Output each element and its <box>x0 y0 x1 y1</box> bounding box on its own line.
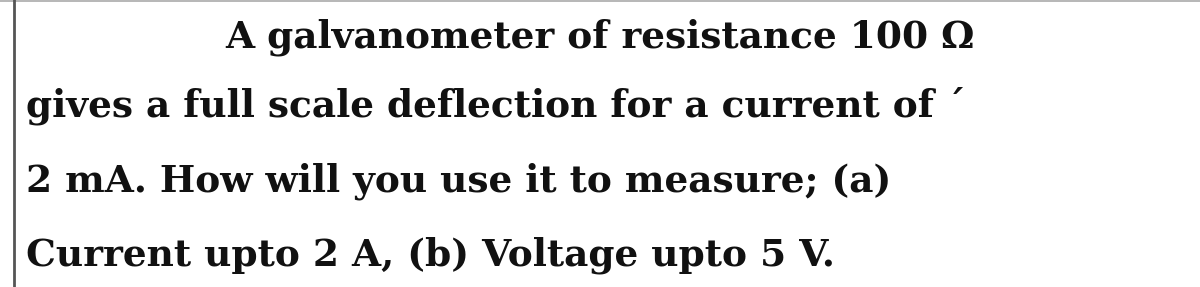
Text: gives a full scale deflection for a current of ´: gives a full scale deflection for a curr… <box>26 87 966 125</box>
Text: Current upto 2 A, (b) Voltage upto 5 V.: Current upto 2 A, (b) Voltage upto 5 V. <box>26 237 835 274</box>
Text: A galvanometer of resistance 100 Ω: A galvanometer of resistance 100 Ω <box>226 19 974 56</box>
Text: 2 mA. How will you use it to measure; (a): 2 mA. How will you use it to measure; (a… <box>26 162 892 199</box>
